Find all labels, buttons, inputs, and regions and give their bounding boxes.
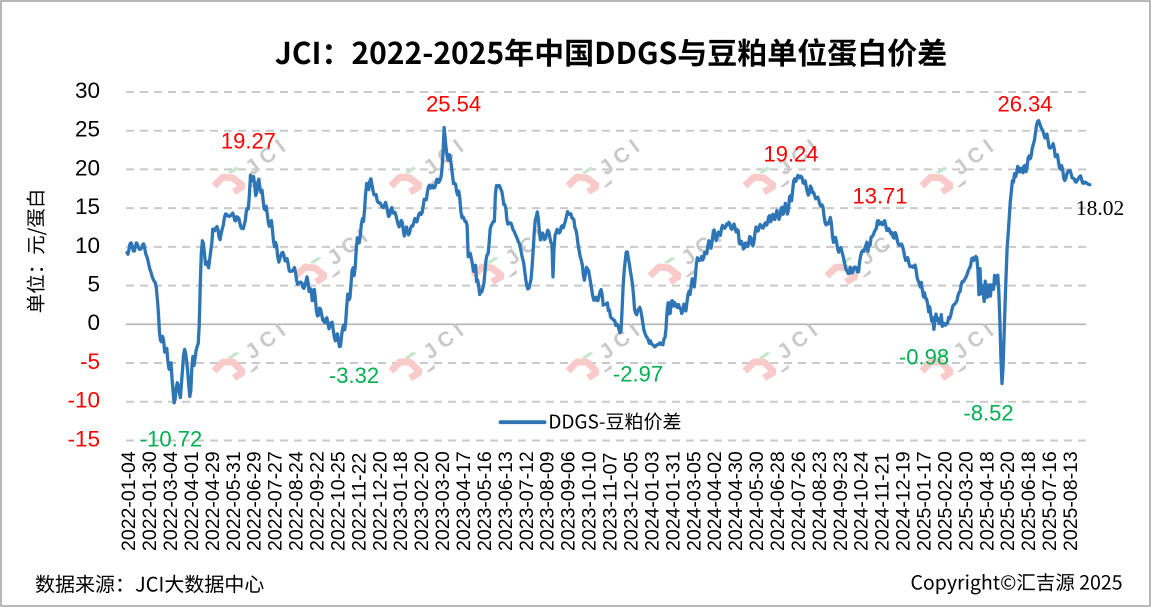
- svg-text:2025-07-16: 2025-07-16: [1039, 451, 1061, 551]
- svg-text:-10.72: -10.72: [140, 427, 202, 452]
- svg-text:2023-05-16: 2023-05-16: [474, 451, 496, 551]
- svg-text:10: 10: [75, 233, 100, 258]
- svg-text:20: 20: [75, 155, 100, 180]
- svg-text:15: 15: [75, 194, 100, 219]
- svg-text:2023-10-10: 2023-10-10: [579, 451, 601, 551]
- svg-text:19.27: 19.27: [221, 129, 276, 154]
- svg-text:2022-09-22: 2022-09-22: [307, 451, 329, 551]
- svg-text:25: 25: [75, 117, 100, 142]
- svg-text:2022-07-27: 2022-07-27: [265, 451, 287, 551]
- svg-text:2024-11-21: 2024-11-21: [872, 453, 894, 551]
- svg-text:2023-06-13: 2023-06-13: [495, 451, 517, 551]
- svg-text:2023-11-07: 2023-11-07: [600, 453, 622, 551]
- svg-text:2023-04-17: 2023-04-17: [453, 451, 475, 551]
- svg-text:2022-01-30: 2022-01-30: [139, 451, 161, 551]
- svg-text:2022-04-29: 2022-04-29: [202, 451, 224, 551]
- svg-text:2024-10-24: 2024-10-24: [851, 451, 873, 551]
- svg-text:2024-05-30: 2024-05-30: [746, 451, 768, 551]
- svg-text:2025-08-13: 2025-08-13: [1060, 451, 1082, 551]
- svg-text:2024-04-02: 2024-04-02: [704, 451, 726, 551]
- svg-text:-2.97: -2.97: [613, 362, 663, 387]
- svg-text:2023-02-20: 2023-02-20: [411, 451, 433, 551]
- svg-text:-10: -10: [67, 388, 100, 413]
- svg-text:2025-03-20: 2025-03-20: [955, 451, 977, 551]
- svg-text:2025-04-18: 2025-04-18: [976, 451, 998, 551]
- svg-text:2024-09-23: 2024-09-23: [830, 451, 852, 551]
- svg-text:2024-08-23: 2024-08-23: [809, 451, 831, 551]
- svg-text:2024-03-05: 2024-03-05: [683, 451, 705, 551]
- svg-text:2023-03-20: 2023-03-20: [432, 451, 454, 551]
- svg-text:2024-04-30: 2024-04-30: [725, 451, 747, 551]
- svg-text:2025-02-20: 2025-02-20: [934, 451, 956, 551]
- svg-text:2022-01-04: 2022-01-04: [118, 451, 140, 551]
- svg-text:26.34: 26.34: [997, 92, 1052, 117]
- svg-text:2022-03-04: 2022-03-04: [160, 451, 182, 551]
- svg-text:25.54: 25.54: [426, 91, 481, 116]
- svg-text:2024-01-03: 2024-01-03: [641, 451, 663, 551]
- svg-text:2023-07-12: 2023-07-12: [516, 451, 538, 551]
- svg-text:2025-05-20: 2025-05-20: [997, 451, 1019, 551]
- svg-text:2022-10-25: 2022-10-25: [327, 451, 349, 551]
- svg-text:2022-12-20: 2022-12-20: [369, 451, 391, 551]
- svg-text:-8.52: -8.52: [963, 401, 1013, 426]
- svg-text:2023-08-09: 2023-08-09: [537, 451, 559, 551]
- svg-text:2022-08-24: 2022-08-24: [286, 451, 308, 551]
- svg-text:30: 30: [75, 78, 100, 103]
- svg-text:2022-06-29: 2022-06-29: [244, 451, 266, 551]
- svg-text:2025-06-18: 2025-06-18: [1018, 451, 1040, 551]
- svg-text:2023-12-05: 2023-12-05: [621, 451, 643, 551]
- svg-text:2025-01-17: 2025-01-17: [914, 451, 936, 551]
- svg-text:2024-06-28: 2024-06-28: [767, 451, 789, 551]
- svg-text:2022-11-22: 2022-11-22: [348, 453, 370, 551]
- svg-text:19.24: 19.24: [763, 142, 818, 167]
- svg-text:2024-01-31: 2024-01-31: [662, 451, 684, 551]
- svg-text:2023-09-06: 2023-09-06: [558, 451, 580, 551]
- svg-text:-0.98: -0.98: [899, 345, 949, 370]
- svg-text:2022-04-01: 2022-04-01: [181, 451, 203, 551]
- svg-text:18.02: 18.02: [1076, 196, 1124, 220]
- svg-text:-3.32: -3.32: [329, 363, 379, 388]
- svg-text:2024-12-19: 2024-12-19: [893, 451, 915, 551]
- svg-text:13.71: 13.71: [852, 184, 907, 209]
- svg-text:5: 5: [87, 272, 100, 297]
- svg-text:2023-01-18: 2023-01-18: [390, 451, 412, 551]
- svg-text:-15: -15: [67, 426, 100, 451]
- svg-text:2022-05-31: 2022-05-31: [223, 451, 245, 551]
- svg-text:0: 0: [87, 310, 100, 335]
- svg-text:-5: -5: [80, 349, 100, 374]
- svg-text:2024-07-26: 2024-07-26: [788, 451, 810, 551]
